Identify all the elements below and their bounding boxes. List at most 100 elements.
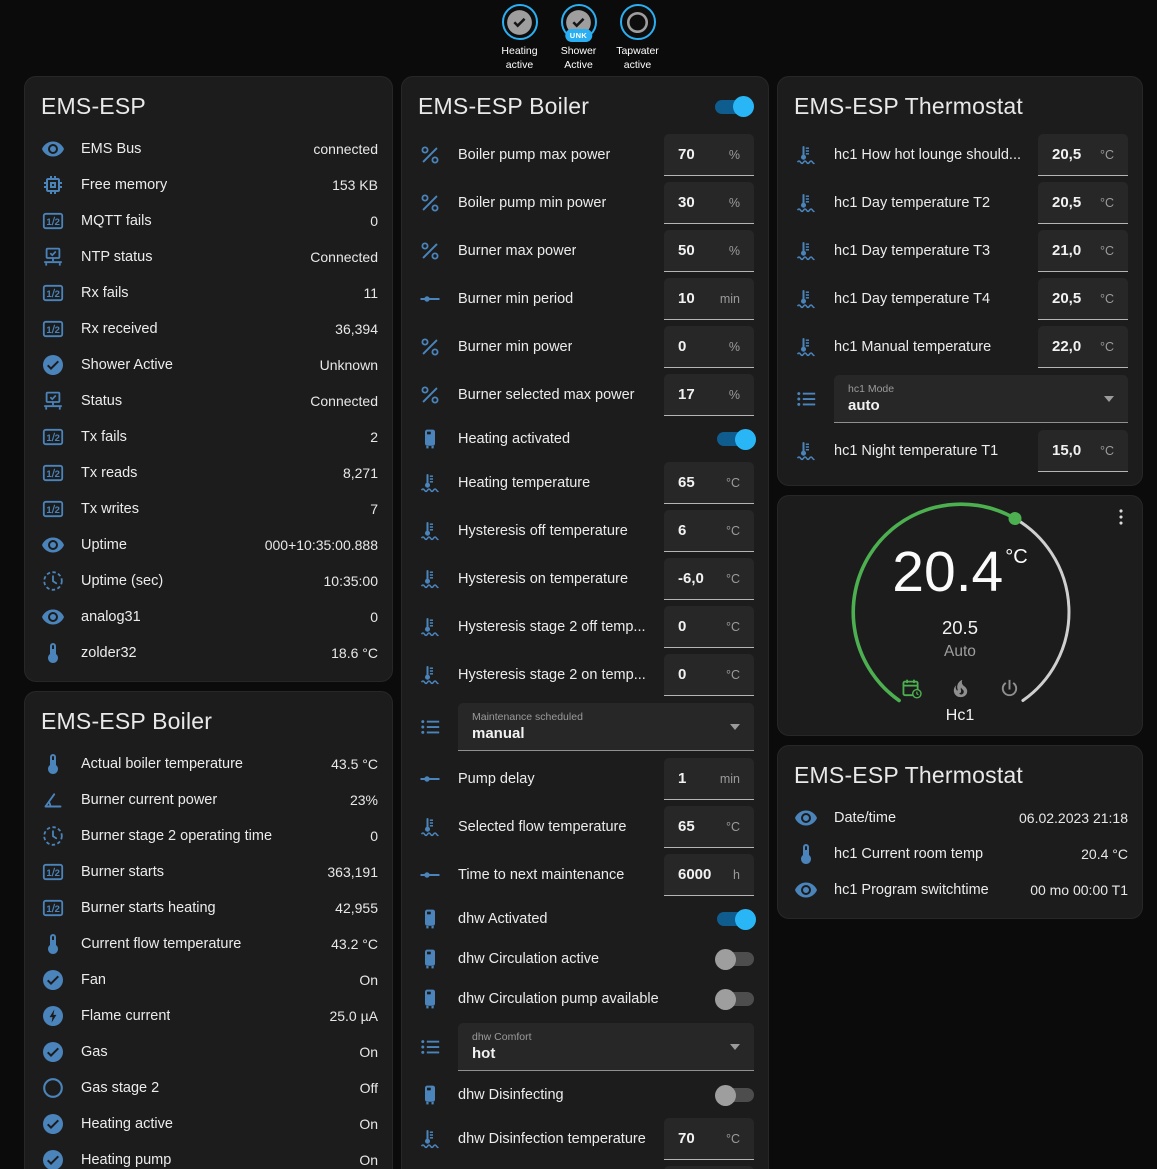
input-hc1-day-temperature-t4[interactable]: 20,5 °C (1038, 278, 1128, 320)
input-time-to-next-maintenance[interactable]: 6000 h (664, 854, 754, 896)
toggle-heating-activated[interactable] (717, 428, 756, 450)
row-rx-received[interactable]: 1 2 Rx received 36,394 (41, 311, 378, 347)
row-date-time[interactable]: Date/time 06.02.2023 21:18 (794, 800, 1128, 836)
dial-menu-button[interactable] (1110, 506, 1132, 528)
row-current-flow-temperature[interactable]: Current flow temperature 43.2 °C (41, 926, 378, 962)
row-rx-fails[interactable]: 1 2 Rx fails 11 (41, 275, 378, 311)
input-unit: % (728, 387, 740, 402)
row-label: Burner selected max power (458, 387, 635, 403)
row-gas[interactable]: Gas On (41, 1034, 378, 1070)
row-ntp-status[interactable]: NTP status Connected (41, 239, 378, 275)
input-selected-flow-temperature[interactable]: 65 °C (664, 806, 754, 848)
row-burner-current-power[interactable]: Burner current power 23% (41, 782, 378, 818)
badge-tapwater-active[interactable]: Tapwater active (611, 4, 665, 72)
row-analog31[interactable]: analog31 0 (41, 599, 378, 635)
input-hysteresis-stage-2-off-temp[interactable]: 0 °C (664, 606, 754, 648)
thermometer-icon (794, 842, 818, 866)
svg-text:1: 1 (46, 868, 52, 879)
row-status[interactable]: Status Connected (41, 383, 378, 419)
row-hc1-current-room-temp[interactable]: hc1 Current room temp 20.4 °C (794, 836, 1128, 872)
input-value: 0 (678, 666, 687, 683)
row-heating-active[interactable]: Heating active On (41, 1106, 378, 1142)
input-burner-max-power[interactable]: 50% (664, 230, 754, 272)
card-thermostat-sensors-title: EMS-ESP Thermostat (794, 762, 1023, 788)
row-uptime[interactable]: Uptime 000+10:35:00.888 (41, 527, 378, 563)
row-label: Gas (81, 1044, 108, 1060)
input-hysteresis-off-temperature[interactable]: 6 °C (664, 510, 754, 552)
input-unit: min (719, 291, 740, 306)
input-boiler-pump-max-power[interactable]: 70% (664, 134, 754, 176)
toggle-dhw-disinfecting[interactable] (715, 1084, 754, 1106)
input-burner-min-period[interactable]: 10 min (664, 278, 754, 320)
row-ems-bus[interactable]: EMS Bus connected (41, 131, 378, 167)
boiler-master-toggle[interactable] (715, 96, 754, 117)
row-tx-writes[interactable]: 1 2 Tx writes 7 (41, 491, 378, 527)
input-hc1-day-temperature-t2[interactable]: 20,5 °C (1038, 182, 1128, 224)
row-burner-selected-max-power: Burner selected max power 17% (418, 371, 754, 419)
coolant-thermometer-icon (418, 663, 442, 687)
row-free-memory[interactable]: Free memory 153 KB (41, 167, 378, 203)
select-hc1-mode[interactable]: hc1 Mode auto (834, 375, 1128, 423)
svg-text:2: 2 (55, 904, 60, 915)
row-actual-boiler-temperature[interactable]: Actual boiler temperature 43.5 °C (41, 746, 378, 782)
auto-mode-button[interactable] (900, 677, 923, 700)
input-hysteresis-stage-2-on-temp[interactable]: 0 °C (664, 654, 754, 696)
input-burner-selected-max-power[interactable]: 17% (664, 374, 754, 416)
input-hc1-manual-temperature[interactable]: 22,0 °C (1038, 326, 1128, 368)
input-boiler-pump-min-power[interactable]: 30% (664, 182, 754, 224)
select-maintenance-scheduled[interactable]: Maintenance scheduled manual (458, 703, 754, 751)
row-value: 10:35:00 (323, 573, 379, 589)
toggle-dhw-circulation-pump-available[interactable] (715, 988, 754, 1010)
input-hc1-how-hot-lounge-should[interactable]: 20,5 °C (1038, 134, 1128, 176)
input-unit: min (719, 771, 740, 786)
row-zolder32[interactable]: zolder32 18.6 °C (41, 635, 378, 671)
toggle-dhw-circulation-active[interactable] (715, 948, 754, 970)
row-label: hc1 Program switchtime (834, 882, 989, 898)
input-unit: °C (1099, 339, 1114, 354)
row-flame-current[interactable]: Flame current 25.0 µA (41, 998, 378, 1034)
off-mode-button[interactable] (998, 677, 1021, 700)
row-value: 7 (370, 501, 378, 517)
row-label: Free memory (81, 177, 168, 193)
input-hc1-night-temperature-t1[interactable]: 15,0 °C (1038, 430, 1128, 472)
row-tx-fails[interactable]: 1 2 Tx fails 2 (41, 419, 378, 455)
svg-text:1: 1 (46, 505, 52, 516)
input-hysteresis-on-temperature[interactable]: -6,0 °C (664, 558, 754, 600)
badge-pill: UNK (564, 29, 593, 42)
row-burner-starts-heating[interactable]: 1 2 Burner starts heating 42,955 (41, 890, 378, 926)
row-burner-stage-2-operating-time[interactable]: Burner stage 2 operating time 0 (41, 818, 378, 854)
row-label: analog31 (81, 609, 141, 625)
row-mqtt-fails[interactable]: 1 2 MQTT fails 0 (41, 203, 378, 239)
network-check-icon (41, 389, 65, 413)
row-value: Off (359, 1080, 378, 1096)
select-dhw-comfort[interactable]: dhw Comfort hot (458, 1023, 754, 1071)
row-uptime-sec[interactable]: Uptime (sec) 10:35:00 (41, 563, 378, 599)
row-heating-pump[interactable]: Heating pump On (41, 1142, 378, 1169)
row-label: Hysteresis stage 2 on temp... (458, 667, 646, 683)
heat-mode-button[interactable] (949, 677, 972, 700)
input-dhw-disinfection-temperature[interactable]: 70 °C (664, 1118, 754, 1160)
badge-heating-active[interactable]: Heating active (493, 4, 547, 72)
thermostat-dial-svg[interactable] (778, 496, 1143, 736)
coolant-thermometer-icon (418, 615, 442, 639)
input-value: 70 (678, 146, 695, 163)
row-shower-active[interactable]: Shower Active Unknown (41, 347, 378, 383)
input-burner-min-power[interactable]: 0% (664, 326, 754, 368)
badge-shower-active[interactable]: UNK Shower Active (552, 4, 606, 72)
row-hc1-program-switchtime[interactable]: hc1 Program switchtime 00 mo 00:00 T1 (794, 872, 1128, 908)
row-hc1-manual-temperature: hc1 Manual temperature 22,0 °C (794, 323, 1128, 371)
row-fan[interactable]: Fan On (41, 962, 378, 998)
dial-handle[interactable] (1008, 512, 1022, 525)
row-burner-starts[interactable]: 1 2 Burner starts 363,191 (41, 854, 378, 890)
row-gas-stage-2[interactable]: Gas stage 2 Off (41, 1070, 378, 1106)
input-heating-temperature[interactable]: 65 °C (664, 462, 754, 504)
row-tx-reads[interactable]: 1 2 Tx reads 8,271 (41, 455, 378, 491)
toggle-dhw-activated[interactable] (717, 908, 756, 930)
row-label: Burner max power (458, 243, 577, 259)
input-pump-delay[interactable]: 1 min (664, 758, 754, 800)
memory-icon (41, 173, 65, 197)
input-dhw-flow-temperature-offset[interactable]: 40°C (664, 1166, 754, 1169)
input-hc1-day-temperature-t3[interactable]: 21,0 °C (1038, 230, 1128, 272)
row-label: hc1 Day temperature T2 (834, 195, 991, 211)
